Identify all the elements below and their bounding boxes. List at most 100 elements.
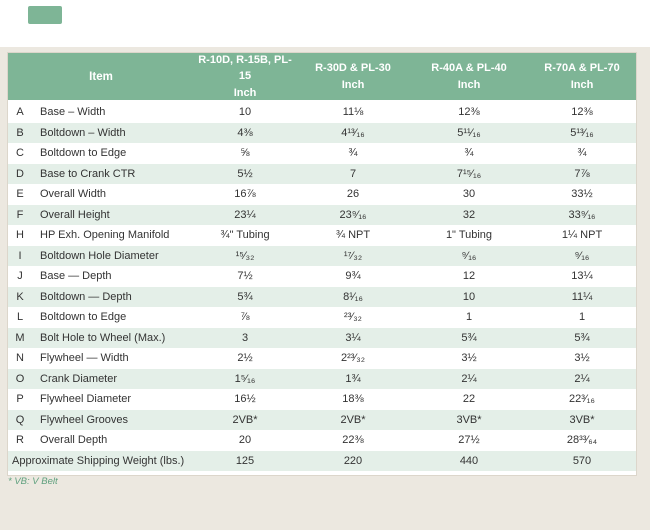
row-value: 3¼ bbox=[345, 331, 361, 344]
column-header: R-10D, R-15B, PL-15 Inch bbox=[194, 53, 296, 100]
column-header: R-70A & PL-70 Inch bbox=[528, 53, 636, 100]
row-value: 5¾ bbox=[237, 290, 253, 303]
row-item-label: Overall Depth bbox=[40, 434, 108, 447]
row-value: 12 bbox=[462, 270, 476, 283]
row-letter: I bbox=[18, 249, 22, 262]
row-value: 8¹⁄₁₆ bbox=[343, 290, 363, 303]
row-item-label: HP Exh. Opening Manifold bbox=[40, 229, 170, 242]
row-item-label: Boltdown – Width bbox=[40, 126, 126, 139]
row-value: 9¾ bbox=[345, 270, 361, 283]
column-unit-label: Inch bbox=[233, 86, 257, 99]
row-item-label: Base — Depth bbox=[40, 270, 112, 283]
row-value: 5¾ bbox=[574, 331, 590, 344]
row-value: 5¾ bbox=[461, 331, 477, 344]
row-item-label: Crank Diameter bbox=[40, 372, 118, 385]
table-row: O Crank Diameter 1⁵⁄₁₆ 1¾ 2¼ 2¼ bbox=[8, 368, 636, 389]
row-letter: L bbox=[16, 311, 24, 324]
row-value: 1 bbox=[578, 311, 586, 324]
row-letter: O bbox=[15, 372, 25, 385]
row-value: 7⅞ bbox=[574, 167, 590, 180]
row-value: ¾ NPT bbox=[335, 229, 371, 242]
row-value: 5¹³⁄₁₆ bbox=[570, 126, 594, 139]
row-value: 23¼ bbox=[234, 208, 256, 221]
row-value: 5½ bbox=[237, 167, 253, 180]
row-letter: H bbox=[16, 229, 24, 242]
row-value: ¾ bbox=[348, 147, 358, 160]
row-value: 13¼ bbox=[571, 270, 593, 283]
summary-label: Approximate Shipping Weight (lbs.) bbox=[12, 454, 185, 467]
row-item-label: Flywheel Grooves bbox=[40, 413, 129, 426]
row-item-label: Boltdown to Edge bbox=[40, 147, 127, 160]
column-header: R-40A & PL-40 Inch bbox=[410, 53, 528, 100]
row-item-label: Boltdown — Depth bbox=[40, 290, 132, 303]
table-body: A Base – Width 10 11⅛ 12⅜ 12⅜ B Boltdown – Widt… bbox=[8, 102, 636, 451]
row-letter: R bbox=[16, 434, 24, 447]
row-value: 28³³⁄₆₄ bbox=[566, 434, 598, 447]
row-value: 7¹⁵⁄₁₆ bbox=[456, 167, 482, 180]
row-value: 10 bbox=[238, 106, 252, 119]
row-item-label: Bolt Hole to Wheel (Max.) bbox=[40, 331, 166, 344]
summary-row: Approximate Shipping Weight (lbs.) 125 22… bbox=[8, 450, 636, 471]
row-item-label: Overall Width bbox=[40, 188, 107, 201]
column-model-label: R-30D & PL-30 bbox=[315, 62, 391, 74]
row-letter: N bbox=[16, 352, 24, 365]
row-value: 2½ bbox=[237, 352, 253, 365]
row-item-label: Flywheel — Width bbox=[40, 352, 129, 365]
column-model-label: R-10D, R-15B, PL-15 bbox=[198, 53, 292, 83]
row-value: 23⁹⁄₁₆ bbox=[339, 208, 367, 221]
row-value: 22³⁄₁₆ bbox=[569, 393, 595, 406]
row-value: 16½ bbox=[234, 393, 256, 406]
row-value: 12⅜ bbox=[571, 106, 593, 119]
table-row: N Flywheel — Width 2½ 2²³⁄₃₂ 3½ 3½ bbox=[8, 348, 636, 369]
column-unit-label: Inch bbox=[341, 78, 365, 91]
row-value: ⅝ bbox=[240, 147, 250, 160]
row-value: 2¼ bbox=[574, 372, 590, 385]
item-column-header: Item bbox=[89, 70, 113, 83]
row-item-label: Boltdown to Edge bbox=[40, 311, 127, 324]
row-letter: P bbox=[16, 393, 24, 406]
row-letter: A bbox=[16, 106, 24, 119]
table-row: Q Flywheel Grooves 2VB* 2VB* 3VB* 3VB* bbox=[8, 409, 636, 430]
row-value: ¾ bbox=[577, 147, 587, 160]
row-value: 2¼ bbox=[461, 372, 477, 385]
row-value: 4⅜ bbox=[237, 126, 253, 139]
row-value: 2VB* bbox=[232, 413, 258, 426]
row-value: 1¼ NPT bbox=[561, 229, 603, 242]
column-model-label: R-40A & PL-40 bbox=[431, 62, 507, 74]
summary-value: 440 bbox=[459, 454, 479, 467]
row-value: 3VB* bbox=[456, 413, 482, 426]
row-value: 18⅜ bbox=[342, 393, 364, 406]
table-row: I Boltdown Hole Diameter ¹⁵⁄₃₂ ¹⁷⁄₃₂ ⁹⁄₁₆ ⁹⁄₁… bbox=[8, 245, 636, 266]
column-model-label: R-70A & PL-70 bbox=[544, 62, 620, 74]
spec-table: Item R-10D, R-15B, PL-15 Inch R-30D & PL-3… bbox=[8, 53, 636, 475]
row-value: ⁹⁄₁₆ bbox=[461, 249, 477, 262]
row-item-label: Base to Crank CTR bbox=[40, 167, 136, 180]
column-unit-label: Inch bbox=[457, 78, 481, 91]
table-header-row: Item R-10D, R-15B, PL-15 Inch R-30D & PL-3… bbox=[8, 53, 636, 102]
row-value: 22 bbox=[462, 393, 476, 406]
row-value: 10 bbox=[462, 290, 476, 303]
row-value: 3VB* bbox=[569, 413, 595, 426]
row-item-label: Flywheel Diameter bbox=[40, 393, 132, 406]
row-value: 7½ bbox=[237, 270, 253, 283]
row-value: 20 bbox=[238, 434, 252, 447]
table-row: A Base – Width 10 11⅛ 12⅜ 12⅜ bbox=[8, 102, 636, 123]
row-value: 2VB* bbox=[340, 413, 366, 426]
row-item-label: Base – Width bbox=[40, 106, 106, 119]
row-value: 12⅜ bbox=[458, 106, 480, 119]
row-value: 3½ bbox=[461, 352, 477, 365]
row-value: 11¼ bbox=[571, 290, 593, 303]
row-value: ¾" Tubing bbox=[220, 229, 270, 242]
row-value: 22⅜ bbox=[342, 434, 364, 447]
row-value: ⁹⁄₁₆ bbox=[574, 249, 590, 262]
summary-value: 125 bbox=[235, 454, 255, 467]
row-value: ¹⁷⁄₃₂ bbox=[343, 249, 363, 262]
table-row: P Flywheel Diameter 16½ 18⅜ 22 22³⁄₁₆ bbox=[8, 389, 636, 410]
table-row: F Overall Height 23¼ 23⁹⁄₁₆ 32 33⁹⁄₁₆ bbox=[8, 204, 636, 225]
row-item-label: Overall Height bbox=[40, 208, 110, 221]
row-value: 3½ bbox=[574, 352, 590, 365]
row-value: ⅞ bbox=[240, 311, 250, 324]
row-value: 16⅞ bbox=[234, 188, 256, 201]
table-row: E Overall Width 16⅞ 26 30 33½ bbox=[8, 184, 636, 205]
row-value: 30 bbox=[462, 188, 476, 201]
